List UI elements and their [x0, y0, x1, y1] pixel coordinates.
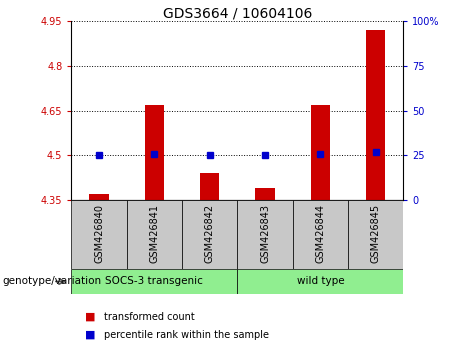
Bar — [200, 173, 219, 200]
Text: wild type: wild type — [296, 276, 344, 286]
Text: GSM426841: GSM426841 — [149, 204, 160, 263]
Bar — [71, 200, 127, 269]
Bar — [293, 200, 348, 269]
Text: GSM426842: GSM426842 — [205, 204, 215, 263]
Bar — [237, 200, 293, 269]
Text: transformed count: transformed count — [104, 312, 195, 322]
Text: ■: ■ — [85, 312, 96, 322]
Bar — [255, 188, 275, 200]
Bar — [145, 105, 164, 200]
Text: genotype/variation: genotype/variation — [2, 276, 101, 286]
Bar — [71, 269, 237, 294]
Title: GDS3664 / 10604106: GDS3664 / 10604106 — [163, 6, 312, 20]
Bar — [311, 105, 330, 200]
Text: percentile rank within the sample: percentile rank within the sample — [104, 330, 269, 339]
Text: GSM426840: GSM426840 — [94, 204, 104, 263]
Text: SOCS-3 transgenic: SOCS-3 transgenic — [106, 276, 203, 286]
Bar — [182, 200, 237, 269]
Bar — [237, 269, 403, 294]
Bar — [366, 30, 385, 200]
Bar — [127, 200, 182, 269]
Text: GSM426843: GSM426843 — [260, 204, 270, 263]
Text: GSM426844: GSM426844 — [315, 204, 325, 263]
Bar — [348, 200, 403, 269]
Text: GSM426845: GSM426845 — [371, 204, 381, 263]
Text: ■: ■ — [85, 330, 96, 339]
Bar — [89, 194, 109, 200]
